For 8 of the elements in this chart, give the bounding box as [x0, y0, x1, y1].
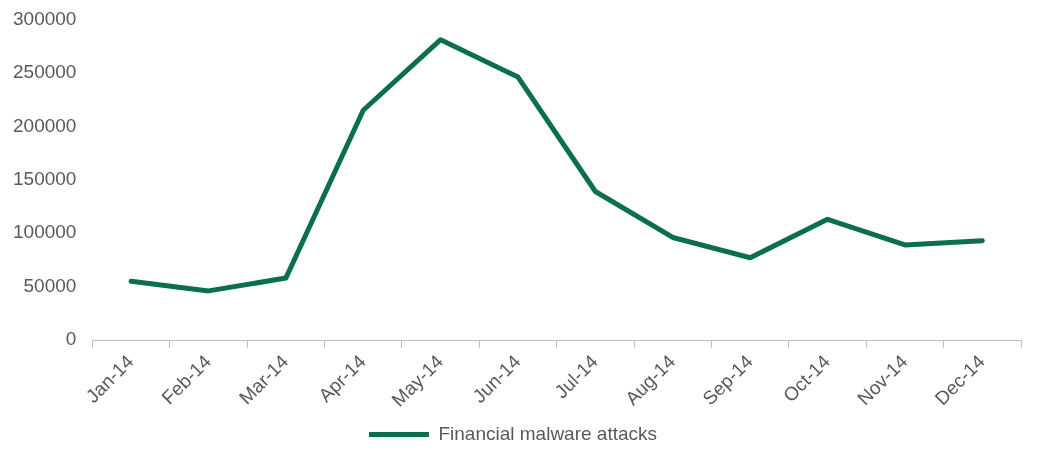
y-tick-label: 300000	[13, 7, 77, 29]
y-tick-label: 0	[65, 328, 77, 350]
y-tick-label: 200000	[13, 114, 77, 136]
y-tick-label: 150000	[13, 167, 77, 189]
y-tick-label: 50000	[23, 274, 77, 296]
y-tick-label: 250000	[13, 61, 77, 83]
y-tick-label: 100000	[13, 221, 77, 243]
legend-label: Financial malware attacks	[438, 422, 658, 444]
